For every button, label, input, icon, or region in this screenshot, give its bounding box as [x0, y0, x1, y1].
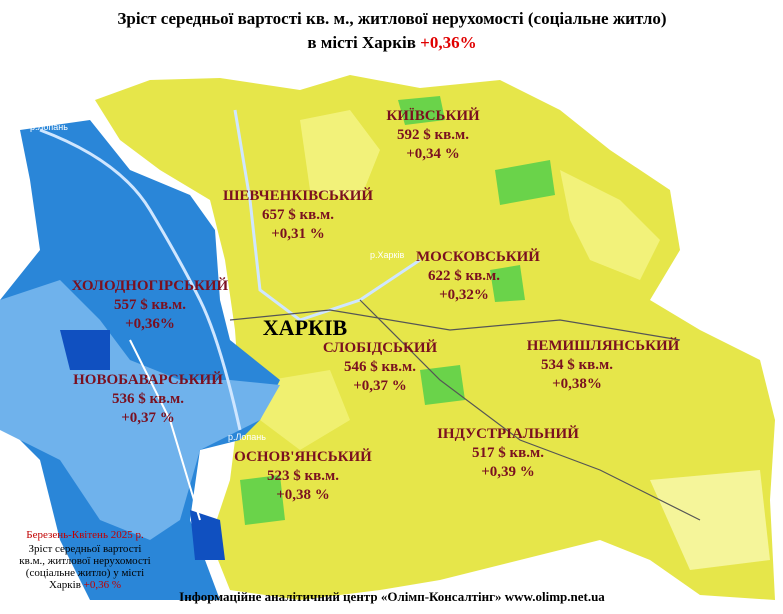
district-change: +0,37 % — [121, 410, 175, 426]
district-name: ШЕВЧЕНКІВСЬКИЙ — [223, 187, 373, 204]
note-line: Харків +0,36 % — [49, 579, 121, 591]
road — [129, 339, 201, 521]
zone — [300, 110, 380, 200]
district-name: НЕМИШЛЯНСЬКИЙ — [527, 337, 680, 354]
district-price: 523 $ кв.м. — [267, 468, 339, 484]
district-change: +0,38% — [552, 376, 602, 392]
district-price: 534 $ кв.м. — [541, 357, 613, 373]
district-price: 622 $ кв.м. — [428, 268, 500, 284]
river — [233, 109, 421, 322]
district-change: +0,37 % — [353, 378, 407, 394]
map-shapes — [0, 75, 775, 600]
city-label: ХАРКІВ — [263, 315, 348, 340]
road — [359, 299, 701, 521]
district-change: +0,34 % — [406, 146, 460, 162]
district-change: +0,38 % — [276, 487, 330, 503]
district-change: +0,32% — [439, 287, 489, 303]
river-label: р.Лопань — [30, 122, 68, 132]
district-price: 536 $ кв.м. — [112, 391, 184, 407]
district-change: +0,36% — [125, 316, 175, 332]
river-label: р.Харків — [370, 250, 404, 260]
district-name: НОВОБАВАРСЬКИЙ — [73, 371, 223, 388]
note-date: Березень-Квітень 2025 р. — [26, 529, 144, 541]
park — [420, 365, 465, 405]
note-line: Харків — [49, 579, 81, 591]
park — [490, 265, 525, 302]
district-change: +0,31 % — [271, 226, 325, 242]
river — [39, 128, 242, 431]
note-line: Зріст середньої вартості — [29, 543, 142, 555]
zone — [650, 470, 770, 570]
district-name: ХОЛОДНОГІРСЬКИЙ — [72, 277, 229, 294]
title: Зріст середньої вартості кв. м., житлово… — [117, 9, 666, 28]
district-name: ОСНОВ'ЯНСЬКИЙ — [234, 448, 372, 465]
note-line: (соціальне житло) у місті — [26, 567, 144, 579]
district-price: 546 $ кв.м. — [344, 359, 416, 375]
park — [240, 475, 285, 525]
note-change: +0,36 % — [84, 579, 121, 591]
zone — [260, 370, 350, 450]
river-label: р.Лопань — [228, 432, 266, 442]
source: Інформаційне аналітичний центр «Олімп-Ко… — [179, 589, 605, 604]
park — [398, 96, 445, 125]
zone — [60, 330, 110, 370]
district-price: 517 $ кв.м. — [472, 445, 544, 461]
district-name: СЛОБІДСЬКИЙ — [323, 339, 438, 356]
district-name: МОСКОВСЬКИЙ — [416, 248, 540, 265]
road — [229, 309, 681, 341]
note-line: кв.м., житлової нерухомості — [19, 555, 150, 567]
district-name: КИЇВСЬКИЙ — [386, 107, 480, 124]
title-highlight: +0,36% — [420, 33, 476, 52]
district-price: 557 $ кв.м. — [114, 297, 186, 313]
district-price: 592 $ кв.м. — [397, 127, 469, 143]
district-change: +0,39 % — [481, 464, 535, 480]
district-labels: КИЇВСЬКИЙ 592 $ кв.м. +0,34 % ШЕВЧЕНКІВСЬКИ… — [72, 107, 680, 503]
district-price: 657 $ кв.м. — [262, 207, 334, 223]
zone — [190, 510, 225, 560]
title-line: в місті Харків — [307, 33, 416, 52]
title: в місті Харків +0,36% — [307, 33, 476, 52]
zone — [560, 170, 660, 280]
district-name: ІНДУСТРІАЛЬНИЙ — [437, 425, 579, 442]
park — [495, 160, 555, 205]
